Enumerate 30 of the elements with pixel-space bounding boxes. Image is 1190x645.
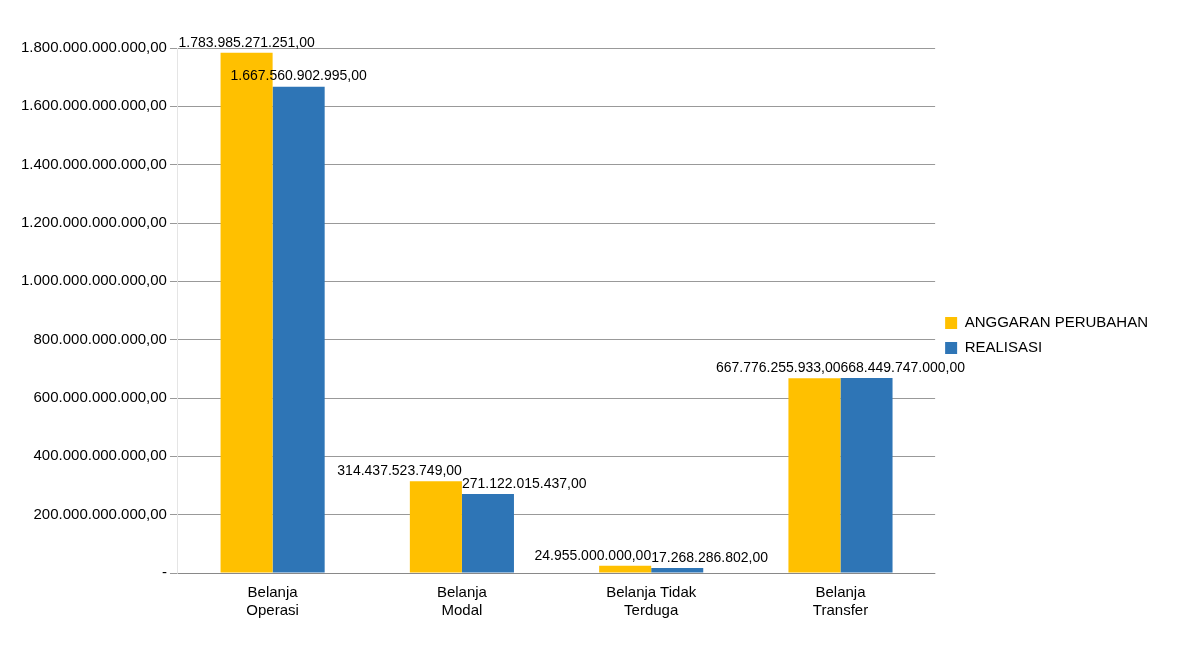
- y-tick-label: 800.000.000.000,00: [33, 329, 167, 347]
- data-label: 1.783.985.271.251,00: [178, 33, 315, 50]
- bar: [409, 481, 462, 573]
- y-tick-label: 1.600.000.000.000,00: [20, 96, 167, 114]
- y-tick-label: 400.000.000.000,00: [33, 446, 167, 464]
- legend-label: ANGGARAN PERUBAHAN: [964, 313, 1149, 331]
- data-label: 24.955.000.000,00: [534, 546, 652, 563]
- bar: [461, 493, 514, 573]
- y-tick-label: 1.400.000.000.000,00: [20, 154, 167, 172]
- bar: [840, 378, 893, 573]
- y-tick-label: 600.000.000.000,00: [33, 388, 167, 406]
- bar: [788, 378, 841, 573]
- bar: [651, 567, 704, 573]
- y-tick-label: 200.000.000.000,00: [33, 504, 167, 522]
- data-label: 667.776.255.933,00: [715, 359, 841, 376]
- y-tick-label: 1.000.000.000.000,00: [20, 271, 167, 289]
- data-label: 271.122.015.437,00: [461, 474, 587, 491]
- y-tick-label: 1.200.000.000.000,00: [20, 213, 167, 231]
- bar: [599, 565, 652, 573]
- x-tick-label: Belanja Modal: [436, 583, 488, 619]
- x-tick-label: Belanja Operasi: [246, 583, 299, 619]
- x-tick-label: Belanja Transfer: [812, 583, 869, 619]
- data-label: 314.437.523.749,00: [337, 462, 463, 479]
- y-tick-label: 1.800.000.000.000,00: [20, 38, 167, 56]
- bar: [272, 86, 325, 573]
- data-label: 17.268.286.802,00: [651, 548, 769, 565]
- x-tick-label: Belanja Tidak Terduga: [606, 583, 697, 619]
- y-tick-label: -: [161, 563, 167, 581]
- legend-label: REALISASI: [964, 338, 1043, 356]
- data-label: 668.449.747.000,00: [840, 358, 966, 375]
